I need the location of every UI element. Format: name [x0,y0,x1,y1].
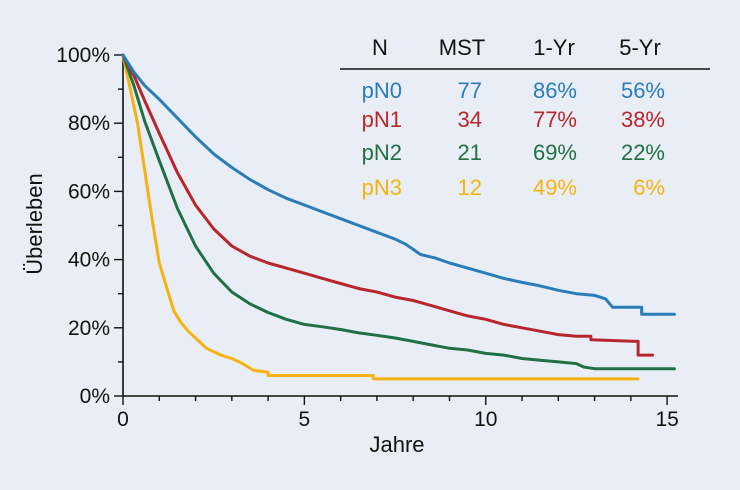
table-cell: pN0 [362,78,402,103]
x-tick-label: 10 [474,408,497,431]
table-cell: pN2 [362,140,402,165]
y-tick-label: 60% [68,180,110,203]
table-cell: pN1 [362,107,402,132]
table-cell: 56% [621,78,665,103]
y-tick-label: 100% [56,44,110,67]
table-header-cell: MST [439,35,485,60]
curve-pn1 [121,53,655,357]
table-cell: 34 [458,107,482,132]
table-cell: 49% [533,175,577,200]
table-header-cell: 5-Yr [619,35,661,60]
x-tick-label: 5 [299,408,311,431]
y-tick-label: 80% [68,112,110,135]
table-cell: 77% [533,107,577,132]
curve-pn3 [121,53,640,381]
table-header-cell: 1-Yr [533,35,575,60]
y-tick-label: 40% [68,249,110,272]
chart-background [3,3,737,482]
table-cell: 6% [633,175,665,200]
x-axis-title: Jahre [369,432,424,457]
table-cell: pN3 [362,175,402,200]
table-cell: 86% [533,78,577,103]
x-tick-label: 0 [117,408,129,431]
curve-pn2 [121,53,676,371]
table-header-cell: N [372,35,388,60]
y-tick-label: 0% [80,385,110,408]
table-cell: 21 [458,140,482,165]
table-cell: 77 [458,78,482,103]
table-cell: 69% [533,140,577,165]
curve-pn0 [121,53,676,316]
table-cell: 12 [458,175,482,200]
y-axis-title: Überleben [22,173,47,275]
table-cell: 22% [621,140,665,165]
y-tick-label: 20% [68,317,110,340]
x-tick-label: 15 [655,408,678,431]
table-cell: 38% [621,107,665,132]
